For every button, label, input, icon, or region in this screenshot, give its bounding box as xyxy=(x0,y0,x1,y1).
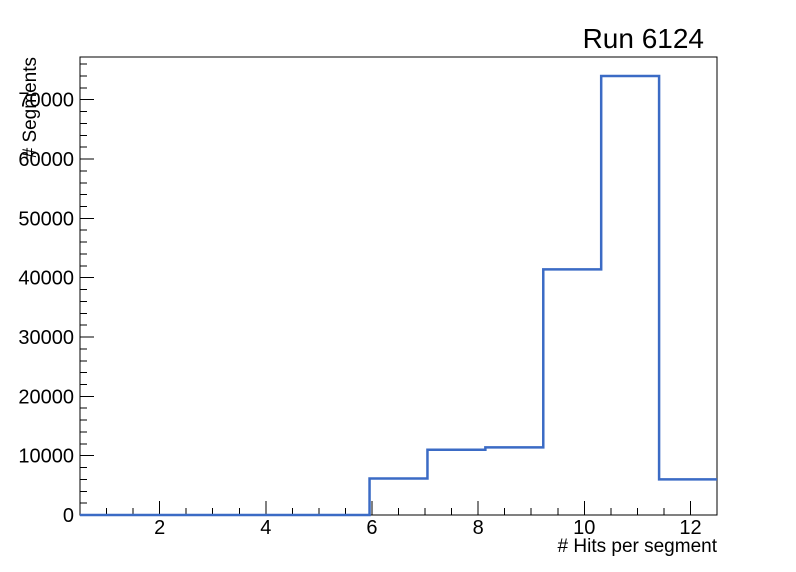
y-tick-label: 70000 xyxy=(18,90,74,112)
histogram-line xyxy=(80,74,717,517)
x-tick-label: 2 xyxy=(154,517,165,539)
y-tick-label: 60000 xyxy=(18,149,74,171)
y-tick-label: 50000 xyxy=(18,208,74,230)
x-axis-title: # Hits per segment xyxy=(557,536,717,557)
y-tick-label: 20000 xyxy=(18,386,74,408)
histogram-data-layer xyxy=(80,74,717,517)
x-tick-label: 12 xyxy=(679,517,701,539)
plot-frame-layer xyxy=(79,56,718,516)
x-tick-label: 4 xyxy=(260,517,271,539)
plot-frame xyxy=(79,56,718,516)
x-tick-label: 10 xyxy=(573,517,595,539)
y-axis-title: # Segments xyxy=(20,57,41,159)
tick-labels-layer: 2 4 6 8 10 12 0 10000 20000 30000 40000 50000 60000 7… xyxy=(18,90,701,539)
y-tick-label: 30000 xyxy=(18,327,74,349)
x-tick-label: 8 xyxy=(473,517,484,539)
plot-title: Run 6124 xyxy=(582,23,704,54)
y-tick-label: 10000 xyxy=(18,446,74,468)
y-tick-label: 40000 xyxy=(18,268,74,290)
axis-ticks-layer xyxy=(80,63,691,516)
y-tick-label: 0 xyxy=(63,505,74,527)
x-tick-label: 6 xyxy=(366,517,377,539)
